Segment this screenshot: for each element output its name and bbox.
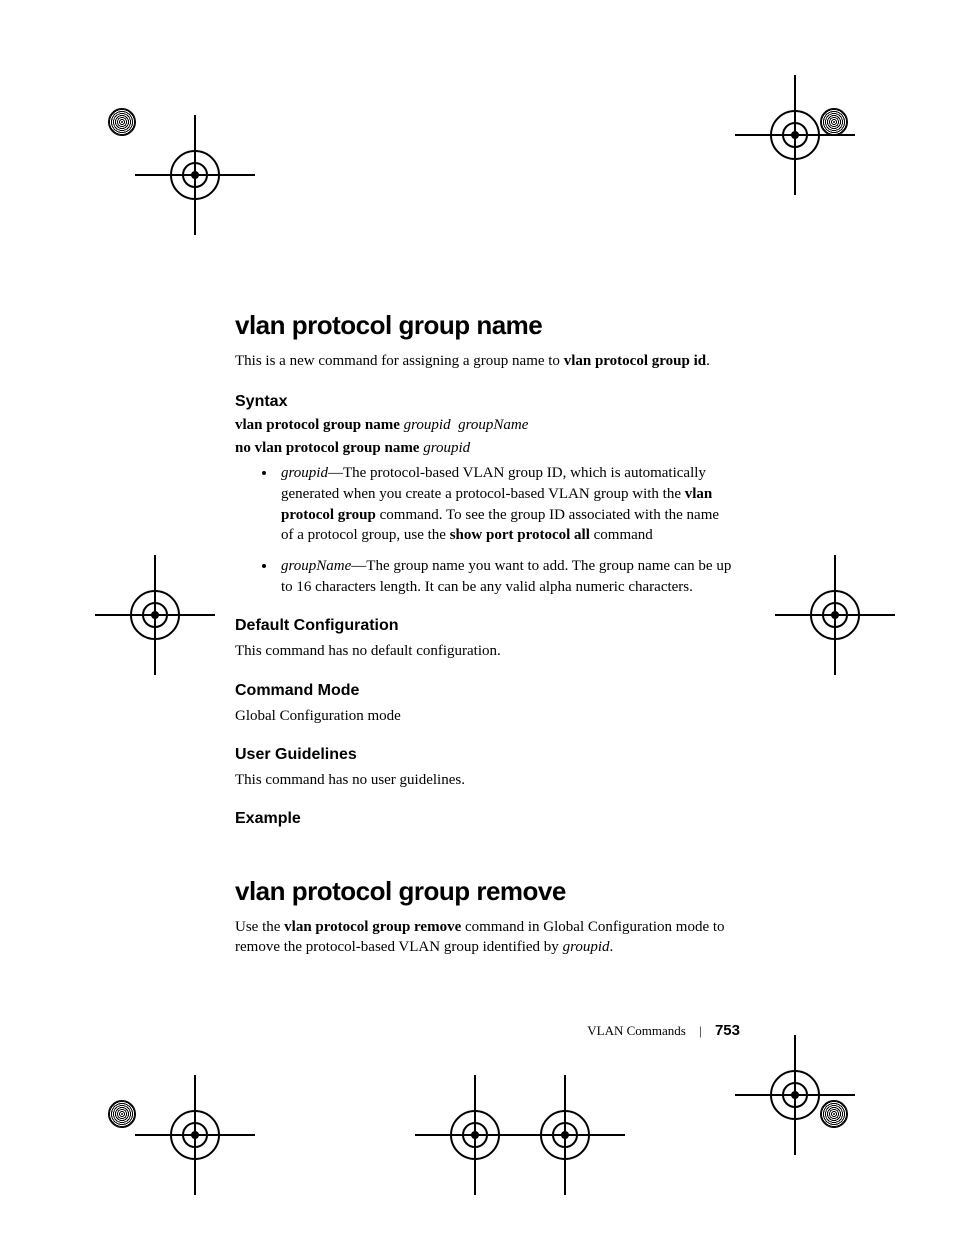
text-italic: groupid [563, 939, 610, 955]
text: Use the [235, 919, 284, 935]
registration-mark-icon [735, 1035, 855, 1155]
text-bold: vlan protocol group id [564, 353, 706, 369]
crop-dot-icon [108, 108, 136, 136]
param-list: groupid—The protocol-based VLAN group ID… [235, 463, 735, 597]
crop-dot-icon [108, 1100, 136, 1128]
registration-mark-icon [505, 1075, 625, 1195]
text-italic: groupid [404, 417, 451, 433]
registration-mark-icon [135, 1075, 255, 1195]
default-config-heading: Default Configuration [235, 617, 735, 635]
intro-paragraph: Use the vlan protocol group remove comma… [235, 917, 735, 958]
page-content: vlan protocol group name This is a new c… [235, 310, 735, 980]
text-bold: show port protocol all [450, 527, 590, 543]
footer-separator: | [699, 1023, 702, 1038]
user-guidelines-text: This command has no user guidelines. [235, 770, 735, 790]
command-mode-heading: Command Mode [235, 682, 735, 700]
text-italic: groupName [458, 417, 528, 433]
syntax-line: vlan protocol group name groupid groupNa… [235, 417, 735, 434]
intro-paragraph: This is a new command for assigning a gr… [235, 351, 735, 371]
syntax-heading: Syntax [235, 393, 735, 411]
text-bold: no vlan protocol group name [235, 440, 419, 456]
user-guidelines-heading: User Guidelines [235, 746, 735, 764]
registration-mark-icon [135, 115, 255, 235]
page-number: 753 [715, 1022, 740, 1039]
text-bold: vlan protocol group remove [284, 919, 461, 935]
default-config-text: This command has no default configuratio… [235, 641, 735, 661]
text: . [610, 939, 614, 955]
command-mode-text: Global Configuration mode [235, 706, 735, 726]
list-item: groupName—The group name you want to add… [277, 556, 735, 597]
text-italic: groupid [281, 465, 328, 481]
section-title: vlan protocol group name [235, 310, 735, 341]
registration-mark-icon [735, 75, 855, 195]
text: . [706, 353, 710, 369]
syntax-line: no vlan protocol group name groupid [235, 440, 735, 457]
text-bold: vlan protocol group name [235, 417, 400, 433]
example-heading: Example [235, 810, 735, 828]
text: —The protocol-based VLAN group ID, which… [281, 465, 706, 502]
list-item: groupid—The protocol-based VLAN group ID… [277, 463, 735, 546]
page-footer: VLAN Commands | 753 [0, 1022, 740, 1039]
text-italic: groupName [281, 558, 351, 574]
section-title: vlan protocol group remove [235, 876, 735, 907]
registration-mark-icon [95, 555, 215, 675]
text: This is a new command for assigning a gr… [235, 353, 564, 369]
footer-label: VLAN Commands [587, 1023, 686, 1038]
text-italic: groupid [423, 440, 470, 456]
registration-mark-icon [775, 555, 895, 675]
text: command [590, 527, 653, 543]
